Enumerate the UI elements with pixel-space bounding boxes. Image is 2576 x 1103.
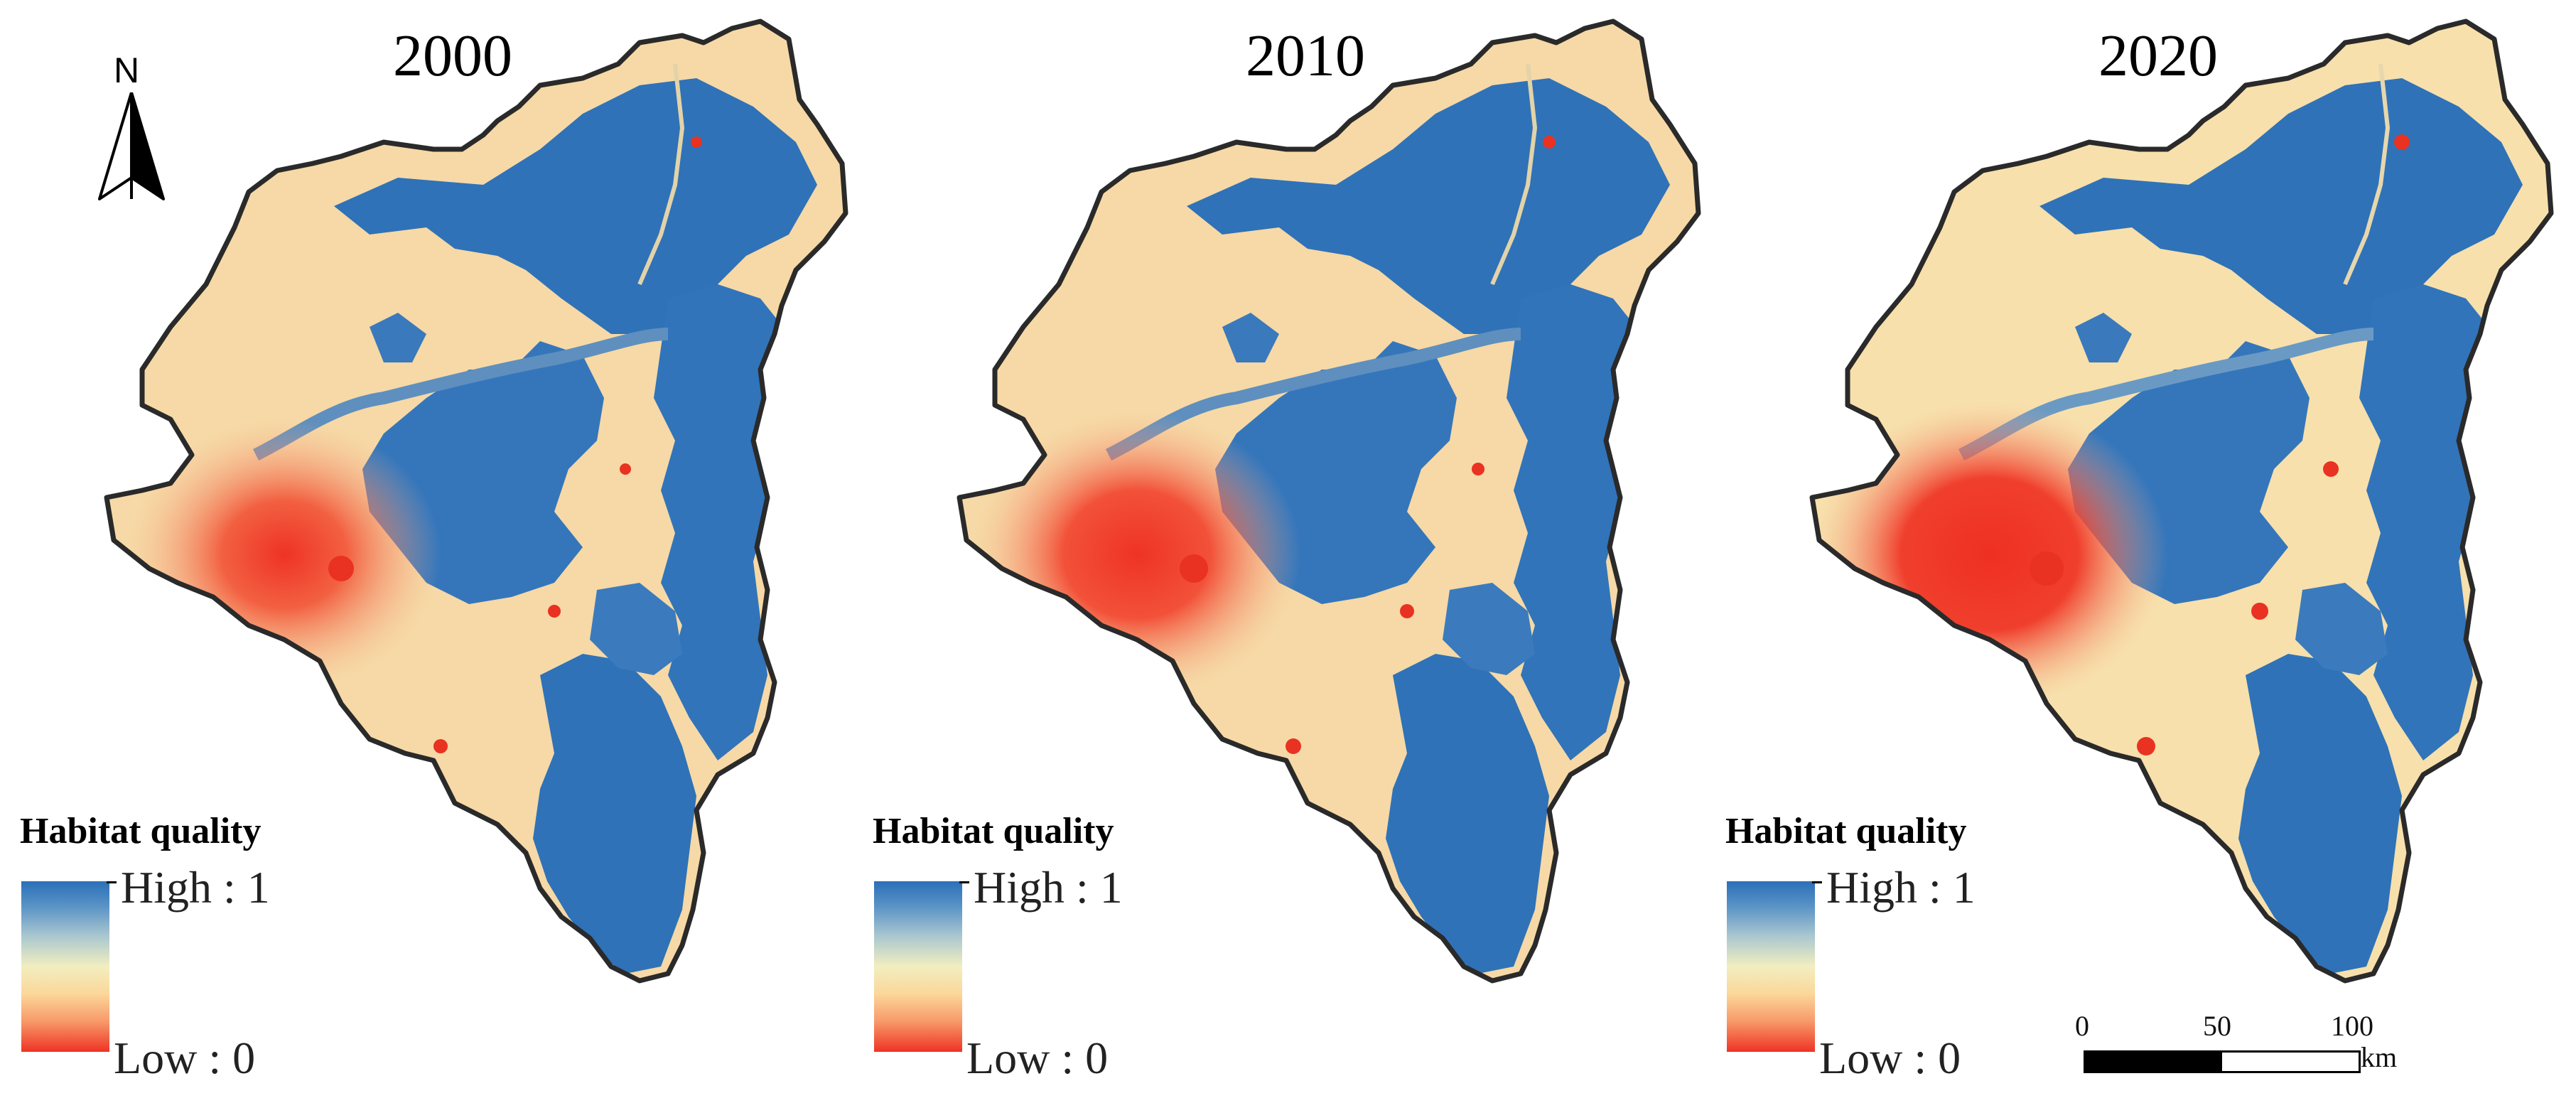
legend-color-ramp <box>874 881 962 1052</box>
legend-color-ramp <box>21 881 109 1052</box>
legend-low-label: Low : 0 <box>114 1033 256 1083</box>
legend-tick <box>107 881 117 883</box>
legend-low-label: Low : 0 <box>1819 1033 1961 1083</box>
legend-tick <box>1812 881 1822 883</box>
legend-title: Habitat quality <box>20 811 262 851</box>
study-area-boundary <box>1809 18 2554 984</box>
panel-year-label: 2020 <box>2098 23 2218 89</box>
map-panel-2000: 2000 Habitat quality High : 1 Low : 0 <box>0 0 858 1103</box>
scale-tick-0: 0 <box>2075 1010 2089 1042</box>
legend-title: Habitat quality <box>1725 811 1967 851</box>
scale-bar: 0 50 100 km <box>2075 1009 2397 1094</box>
map-panel-2020: 2020 Habitat quality High : 1 Low : 0 <box>1705 0 2564 1103</box>
study-area-boundary <box>956 18 1701 984</box>
legend-title: Habitat quality <box>873 811 1114 851</box>
panel-year-label: 2010 <box>1246 23 1365 89</box>
legend-color-ramp <box>1727 881 1815 1052</box>
north-arrow-icon <box>98 92 165 200</box>
habitat-map <box>104 18 848 984</box>
legend-tick <box>959 881 969 883</box>
scale-segment-white <box>2220 1050 2361 1073</box>
scale-segment-black <box>2084 1050 2224 1073</box>
map-panel-2010: 2010 Habitat quality High : 1 Low : 0 <box>853 0 1711 1103</box>
scale-tick-50: 50 <box>2203 1010 2231 1042</box>
legend-low-label: Low : 0 <box>966 1033 1109 1083</box>
study-area-boundary <box>104 18 848 984</box>
habitat-map <box>1809 18 2554 984</box>
scale-tick-100: 100 <box>2331 1010 2373 1042</box>
scale-unit-label: km <box>2361 1041 2398 1073</box>
panel-year-label: 2000 <box>393 23 512 89</box>
legend-high-label: High : 1 <box>974 862 1123 913</box>
habitat-map <box>956 18 1701 984</box>
legend-high-label: High : 1 <box>1826 862 1976 913</box>
legend-high-label: High : 1 <box>121 862 270 913</box>
north-arrow-label: N <box>114 50 140 90</box>
